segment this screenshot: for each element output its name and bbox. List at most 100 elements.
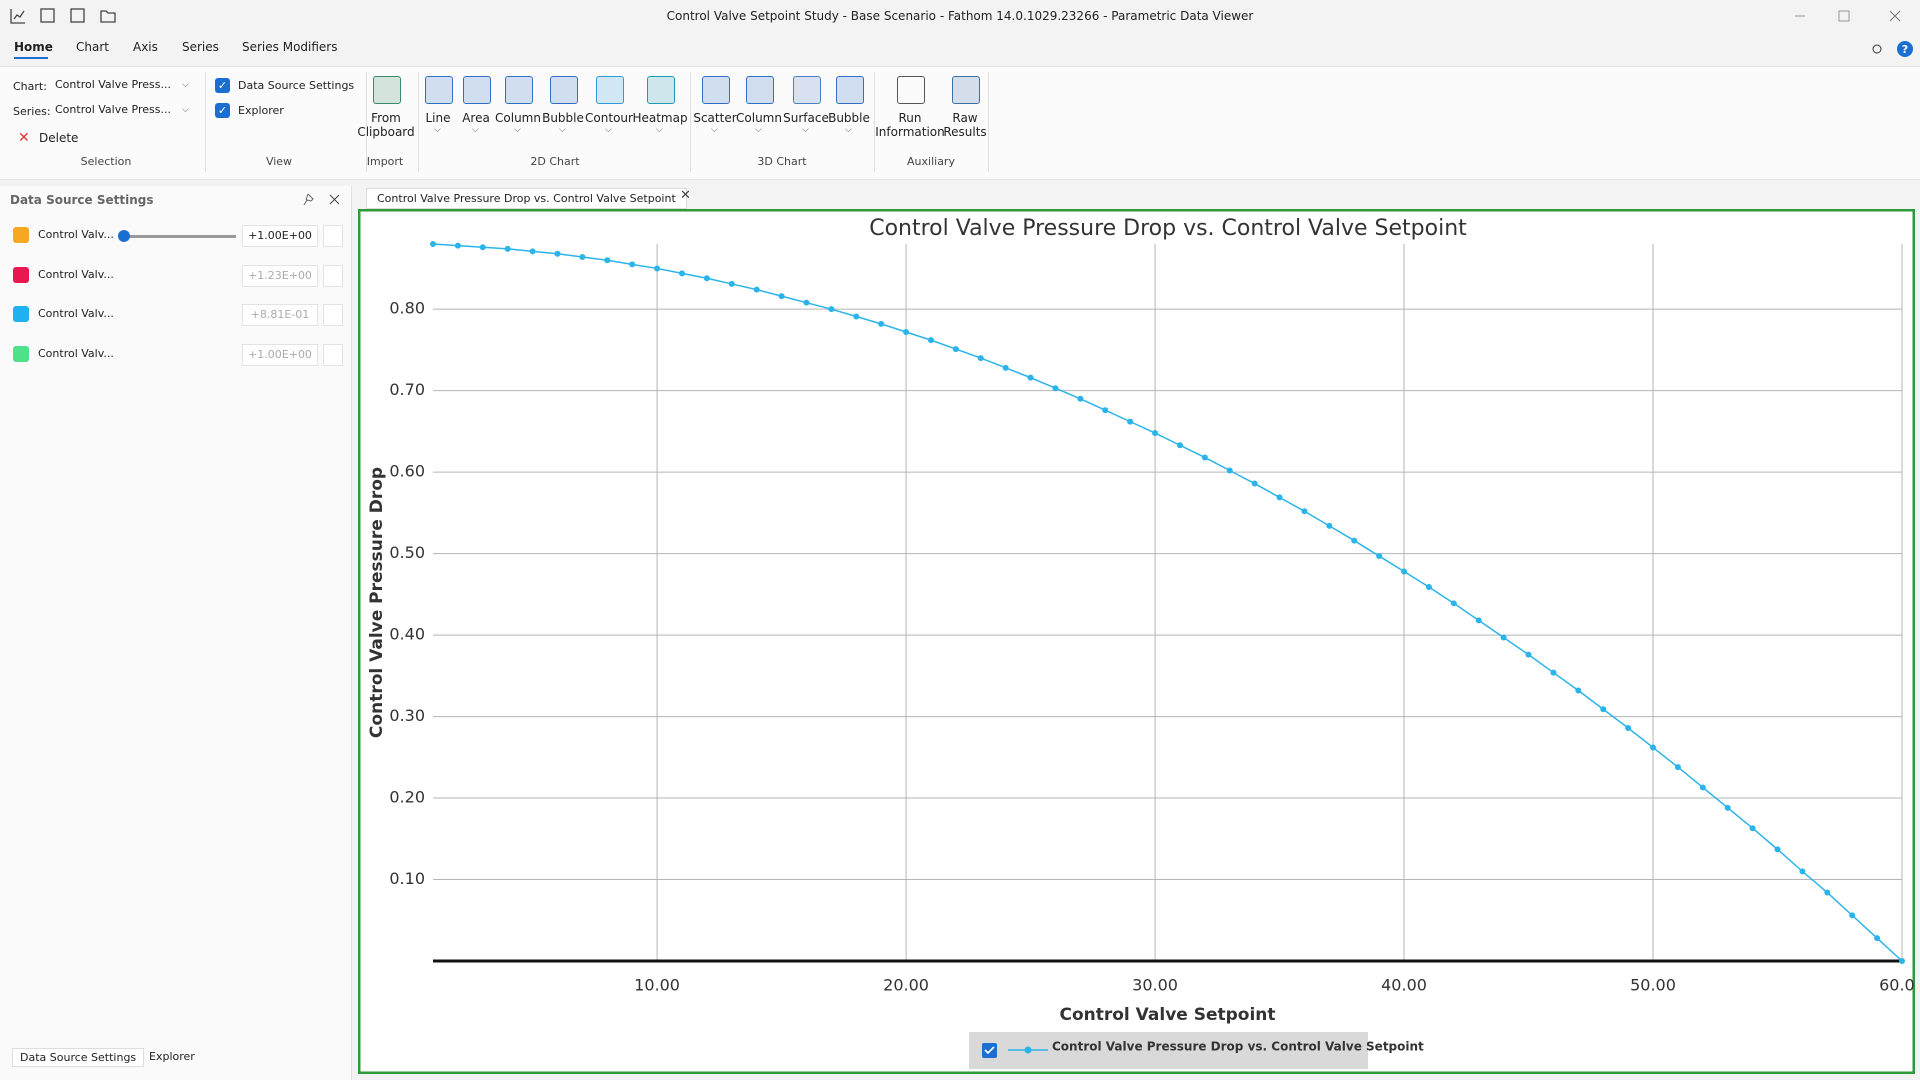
ribbon-button-label[interactable]: Raw	[952, 111, 978, 125]
data-point	[1625, 724, 1632, 731]
x-tick-label: 10.00	[634, 976, 680, 995]
ribbon-tab[interactable]: Home	[14, 40, 53, 54]
y-tick-label: 0.80	[389, 299, 425, 318]
ribbon-icon[interactable]	[505, 76, 533, 104]
row-button[interactable]	[323, 264, 343, 287]
bottom-tab[interactable]: Data Source Settings	[12, 1048, 145, 1067]
ribbon-icon[interactable]	[897, 76, 925, 104]
value-box[interactable]: +8.81E-01	[242, 304, 318, 326]
ribbon-button-label[interactable]: Information	[875, 125, 945, 139]
ribbon-button-label[interactable]: Heatmap	[632, 111, 688, 125]
series-swatch	[13, 266, 29, 283]
data-point	[430, 241, 436, 247]
data-point	[1724, 804, 1731, 811]
ribbon-button-label[interactable]: Contour	[585, 111, 633, 125]
ribbon-button-label[interactable]: Bubble	[542, 111, 584, 125]
ribbon-tab[interactable]: Axis	[133, 40, 158, 54]
legend-check	[984, 1046, 995, 1055]
ribbon-button-label[interactable]: Column	[495, 111, 541, 125]
data-point	[1500, 634, 1507, 641]
ribbon-icon[interactable]	[425, 76, 453, 104]
dropdown-chevron: ⌵	[559, 125, 566, 135]
data-point	[853, 313, 860, 320]
ribbon-icon[interactable]	[647, 76, 675, 104]
delete-button[interactable]: Delete	[39, 131, 79, 145]
series-swatch	[13, 227, 29, 243]
bottom-tab[interactable]: Explorer	[149, 1050, 195, 1063]
checkbox[interactable]: ✓	[215, 78, 230, 93]
ribbon-button-label[interactable]: Clipboard	[357, 125, 415, 139]
ribbon-icon[interactable]	[793, 76, 821, 104]
data-point	[1425, 584, 1432, 591]
value-box[interactable]: +1.23E+00	[242, 264, 318, 287]
data-point	[678, 270, 685, 277]
ribbon-icon[interactable]	[746, 76, 774, 104]
series-name: Control Valv...	[38, 267, 114, 281]
ribbon-icon[interactable]	[550, 76, 578, 104]
data-point	[579, 254, 586, 261]
slider-thumb[interactable]	[118, 230, 130, 242]
ribbon-button-label[interactable]: Line	[425, 111, 451, 125]
y-tick-label: 0.40	[389, 625, 425, 644]
document-tab[interactable]: Control Valve Pressure Drop vs. Control …	[366, 188, 687, 209]
data-point	[454, 242, 461, 249]
ribbon-icon[interactable]	[702, 76, 730, 104]
ribbon-button-label[interactable]: Surface	[783, 111, 829, 125]
ribbon-icon[interactable]	[463, 76, 491, 104]
value-box[interactable]: +1.00E+00	[242, 225, 318, 247]
theme-help-icons[interactable]: ?	[1868, 40, 1914, 58]
tab-close[interactable]: ✕	[680, 188, 691, 203]
ribbon-separator	[690, 72, 691, 172]
check-label[interactable]: Data Source Settings	[238, 79, 355, 92]
series-dropdown[interactable]: Control Valve Press...	[55, 103, 171, 116]
data-point	[629, 261, 636, 268]
checkbox[interactable]: ✓	[215, 103, 230, 118]
series-swatch	[13, 306, 29, 322]
data-point	[1450, 600, 1457, 607]
ribbon-tab[interactable]: Series Modifiers	[242, 40, 338, 54]
panel-pin-close[interactable]	[302, 192, 344, 208]
ribbon-tab[interactable]: Series	[182, 40, 219, 54]
data-point	[1899, 958, 1905, 964]
ribbon-button-label[interactable]: Scatter	[693, 111, 737, 125]
row-button[interactable]	[323, 225, 343, 247]
data-point	[1799, 868, 1806, 875]
value-box[interactable]: +1.00E+00	[242, 343, 318, 366]
ribbon-button-label[interactable]: Bubble	[828, 111, 870, 125]
dropdown-chevron: ⌵	[802, 125, 809, 135]
row-button[interactable]	[323, 304, 343, 326]
data-point	[703, 275, 710, 282]
dropdown-chevron: ⌵	[605, 125, 612, 135]
ribbon-button-label[interactable]: From	[371, 111, 401, 125]
ribbon-icon[interactable]	[836, 76, 864, 104]
quick-access-icons[interactable]	[8, 6, 118, 26]
ribbon-icon[interactable]	[373, 76, 401, 104]
window-controls[interactable]	[1790, 8, 1910, 24]
ribbon-button-label[interactable]: Area	[462, 111, 490, 125]
ribbon-tab[interactable]: Chart	[76, 40, 109, 54]
dropdown-chevron: ⌵	[182, 105, 189, 115]
delete-icon: ✕	[18, 130, 30, 146]
row-button[interactable]	[323, 343, 343, 366]
ribbon-icon[interactable]	[596, 76, 624, 104]
data-point	[1475, 617, 1482, 624]
y-tick-label: 0.10	[389, 869, 425, 888]
series-line	[432, 243, 1903, 962]
data-point	[1849, 912, 1856, 919]
check-label[interactable]: Explorer	[238, 104, 284, 117]
series-swatch	[13, 345, 29, 362]
ribbon-button-label[interactable]: Run	[898, 111, 922, 125]
y-tick-label: 0.30	[389, 706, 425, 725]
ribbon-button-label[interactable]: Results	[943, 125, 987, 139]
legend-label: Control Valve Pressure Drop vs. Control …	[1052, 1040, 1424, 1054]
dropdown-chevron: ⌵	[711, 125, 718, 135]
chart-dropdown[interactable]: Control Valve Press...	[55, 78, 171, 91]
data-point	[529, 248, 536, 255]
ribbon-button-label[interactable]: Column	[736, 111, 782, 125]
svg-text:?: ?	[1902, 43, 1908, 56]
data-point	[1575, 687, 1582, 694]
data-point	[479, 244, 486, 251]
ribbon-icon[interactable]	[952, 76, 980, 104]
